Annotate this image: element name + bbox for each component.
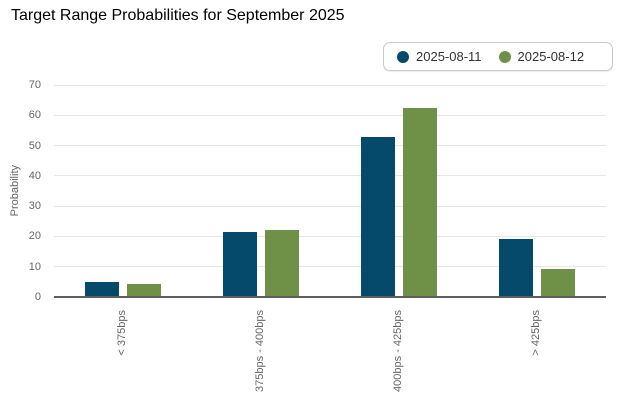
- gridline-20: [54, 235, 606, 237]
- bar-2025-08-12-375bps-400bps[interactable]: [265, 230, 299, 297]
- legend: 2025-08-11 2025-08-12: [383, 42, 613, 71]
- legend-item-label: 2025-08-12: [517, 49, 585, 64]
- bar-2025-08-11-375bps[interactable]: [85, 282, 119, 297]
- y-axis-label-0: 0: [34, 291, 41, 303]
- plot-area: [54, 84, 606, 298]
- bar-2025-08-11-400bps-425bps[interactable]: [361, 136, 395, 297]
- y-axis-label-40: 40: [28, 169, 41, 182]
- bar-2025-08-11-425bps[interactable]: [499, 239, 533, 297]
- bar-2025-08-11-375bps-400bps[interactable]: [223, 231, 257, 297]
- legend-marker-icon: [498, 50, 511, 63]
- x-axis-label-2: 375bps - 400bps: [254, 310, 266, 397]
- chart-title: Target Range Probabilities for September…: [11, 7, 345, 24]
- x-axis-label-text: 375bps - 400bps: [254, 310, 266, 392]
- x-axis-label-text: < 375bps: [116, 310, 128, 356]
- x-axis-label-1: < 375bps: [116, 310, 128, 361]
- gridline-10: [54, 266, 606, 268]
- x-axis-label-4: > 425bps: [530, 310, 542, 361]
- legend-item-label: 2025-08-11: [416, 49, 482, 64]
- legend-marker-icon: [397, 50, 409, 63]
- gridline-30: [54, 205, 606, 207]
- y-axis-label-70: 70: [28, 79, 41, 91]
- gridline-70: [54, 84, 606, 86]
- legend-item-2025-08-11[interactable]: 2025-08-11: [397, 49, 482, 64]
- y-axis-label-50: 50: [28, 139, 41, 152]
- bar-2025-08-12-425bps[interactable]: [541, 268, 575, 297]
- y-axis-label-10: 10: [28, 260, 41, 273]
- y-axis-label-20: 20: [28, 230, 41, 243]
- gridline-40: [54, 175, 606, 177]
- bar-2025-08-12-375bps[interactable]: [127, 284, 161, 297]
- legend-item-2025-08-12[interactable]: 2025-08-12: [498, 49, 585, 64]
- x-axis-line: [54, 296, 606, 298]
- x-axis-label-text: > 425bps: [530, 310, 542, 356]
- bar-2025-08-12-400bps-425bps[interactable]: [403, 107, 437, 297]
- x-axis-label-3: 400bps - 425bps: [392, 310, 404, 397]
- y-axis-label-60: 60: [28, 109, 41, 122]
- gridline-60: [54, 114, 606, 116]
- y-axis-label-30: 30: [28, 200, 41, 213]
- gridline-50: [54, 145, 606, 147]
- x-axis-label-text: 400bps - 425bps: [392, 310, 404, 392]
